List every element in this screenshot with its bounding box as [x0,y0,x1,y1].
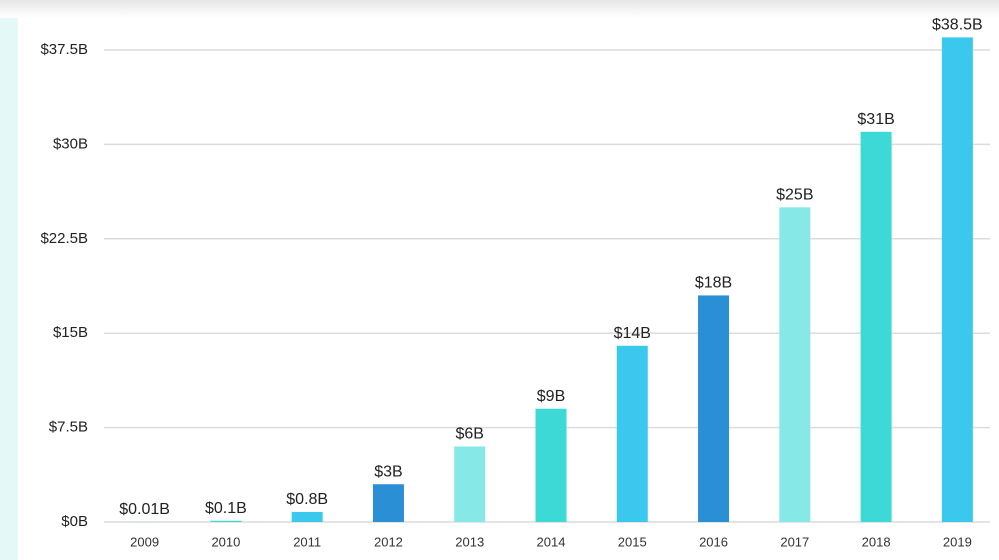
bar [941,37,973,522]
value-label: $38.5B [932,17,983,34]
value-label: $25B [776,187,813,204]
y-tick-label: $22.5B [40,230,88,247]
value-label: $0.8B [286,491,328,508]
x-tick-label: 2010 [211,534,240,549]
bar [698,295,730,522]
bar [291,511,323,522]
value-label: $0.1B [205,500,247,517]
side-strip [0,0,18,560]
x-tick-label: 2018 [862,534,891,549]
y-tick-label: $15B [53,324,88,341]
value-label: $31B [857,111,894,128]
x-tick-label: 2019 [943,534,972,549]
x-tick-label: 2012 [374,534,403,549]
bar [372,484,404,522]
x-tick-label: 2009 [130,534,159,549]
bar [779,207,811,522]
x-tick-label: 2016 [699,534,728,549]
value-label: $9B [537,388,565,405]
value-label: $3B [374,463,402,480]
bar [454,446,486,522]
bar [616,345,648,522]
value-label: $6B [455,426,483,443]
y-tick-label: $30B [53,135,88,152]
value-label: $14B [614,325,651,342]
x-tick-label: 2017 [780,534,809,549]
bar [210,520,242,522]
value-label: $18B [695,275,732,292]
y-tick-label: $0B [61,513,88,530]
x-tick-label: 2011 [293,534,321,549]
bar [860,131,892,522]
y-tick-label: $37.5B [40,41,88,58]
x-tick-label: 2014 [537,534,566,549]
bar [535,408,567,522]
x-tick-label: 2015 [618,534,647,549]
value-label: $0.01B [119,501,170,518]
x-tick-label: 2013 [455,534,484,549]
top-shadow [0,0,999,18]
y-tick-label: $7.5B [49,419,88,436]
